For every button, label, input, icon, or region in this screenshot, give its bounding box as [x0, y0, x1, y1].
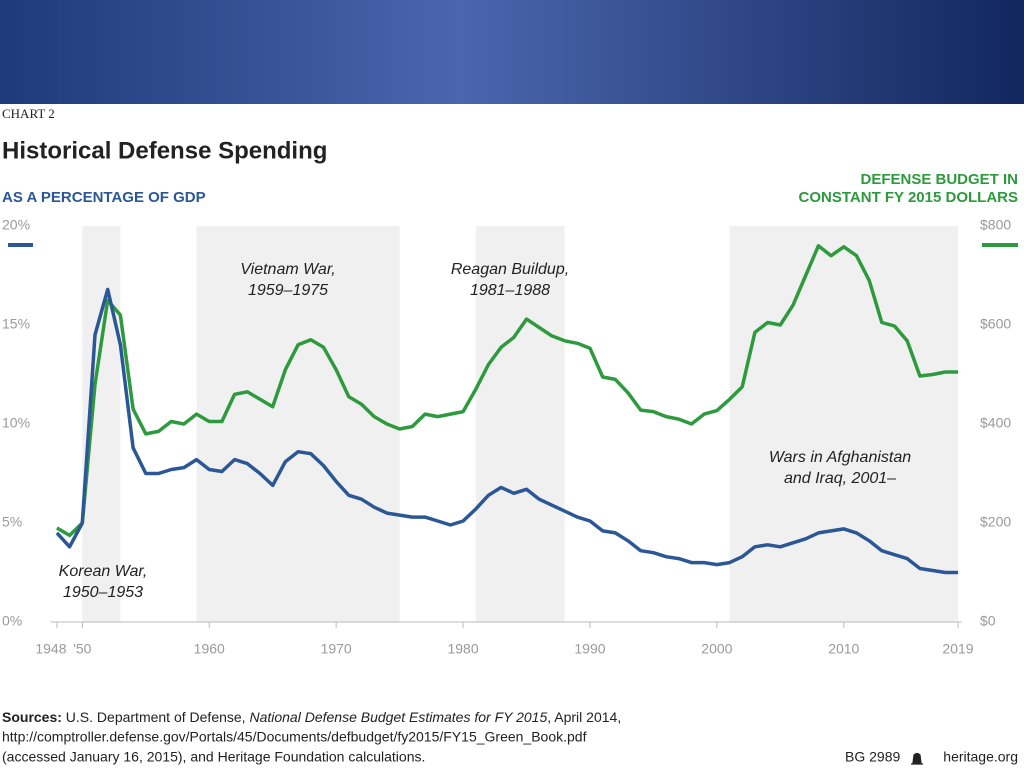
- report-id: BG 2989: [845, 749, 900, 765]
- annotation: Korean War,: [59, 563, 148, 580]
- banner: [0, 0, 1024, 104]
- sources-text: U.S. Department of Defense,: [62, 709, 250, 725]
- shaded-period: [475, 226, 565, 622]
- series-line: [55, 287, 958, 575]
- x-tick-label: 1970: [321, 641, 352, 657]
- sources: http://comptroller.defense.gov/Portals/4…: [2, 729, 587, 745]
- annotation: and Iraq, 2001–: [784, 470, 896, 487]
- site: heritage.org: [943, 749, 1018, 765]
- annotation: Reagan Buildup,: [451, 261, 569, 278]
- sources-text: , April 2014,: [547, 709, 621, 725]
- series-line: [56, 244, 958, 538]
- sources: (accessed January 16, 2015), and Heritag…: [2, 749, 425, 765]
- x-tick-label: 1990: [574, 641, 605, 657]
- y-tick-label: 5%: [2, 514, 22, 530]
- right-axis-title: DEFENSE BUDGET IN: [860, 171, 1018, 188]
- y-tick-label: 20%: [2, 217, 30, 233]
- y-tick-label: 10%: [2, 415, 30, 431]
- sources: Sources: U.S. Department of Defense, Nat…: [2, 709, 621, 725]
- y2-tick-label: $800: [980, 217, 1011, 233]
- x-tick-label: 2010: [828, 641, 859, 657]
- x-tick-label: '50: [73, 641, 91, 657]
- shaded-period: [196, 226, 400, 622]
- shaded-period: [729, 226, 958, 622]
- x-tick-label: 1960: [194, 641, 225, 657]
- left-axis-title: AS A PERCENTAGE OF GDP: [2, 189, 206, 206]
- y2-tick-label: $0: [980, 613, 996, 629]
- y2-tick-label: $200: [980, 514, 1011, 530]
- y-tick-label: 15%: [2, 316, 30, 332]
- bell-icon: [911, 752, 923, 765]
- sources-label: Sources:: [2, 709, 62, 725]
- x-tick-label: 2019: [942, 641, 973, 657]
- x-tick-label: 1980: [447, 641, 478, 657]
- annotation: Wars in Afghanistan: [769, 449, 911, 466]
- x-tick-label: 1948: [35, 641, 66, 657]
- y2-tick-label: $400: [980, 415, 1011, 431]
- annotation: 1950–1953: [63, 584, 143, 601]
- chart-label: CHART 2: [2, 106, 55, 121]
- sources-text: National Defense Budget Estimates for FY…: [249, 709, 547, 725]
- annotation: 1981–1988: [470, 282, 550, 299]
- right-axis-title: CONSTANT FY 2015 DOLLARS: [799, 189, 1018, 206]
- x-tick-label: 2000: [701, 641, 732, 657]
- y2-tick-label: $600: [980, 316, 1011, 332]
- y-tick-label: 0%: [2, 613, 22, 629]
- annotation: 1959–1975: [248, 282, 328, 299]
- chart-title: Historical Defense Spending: [2, 137, 327, 164]
- annotation: Vietnam War,: [240, 261, 335, 278]
